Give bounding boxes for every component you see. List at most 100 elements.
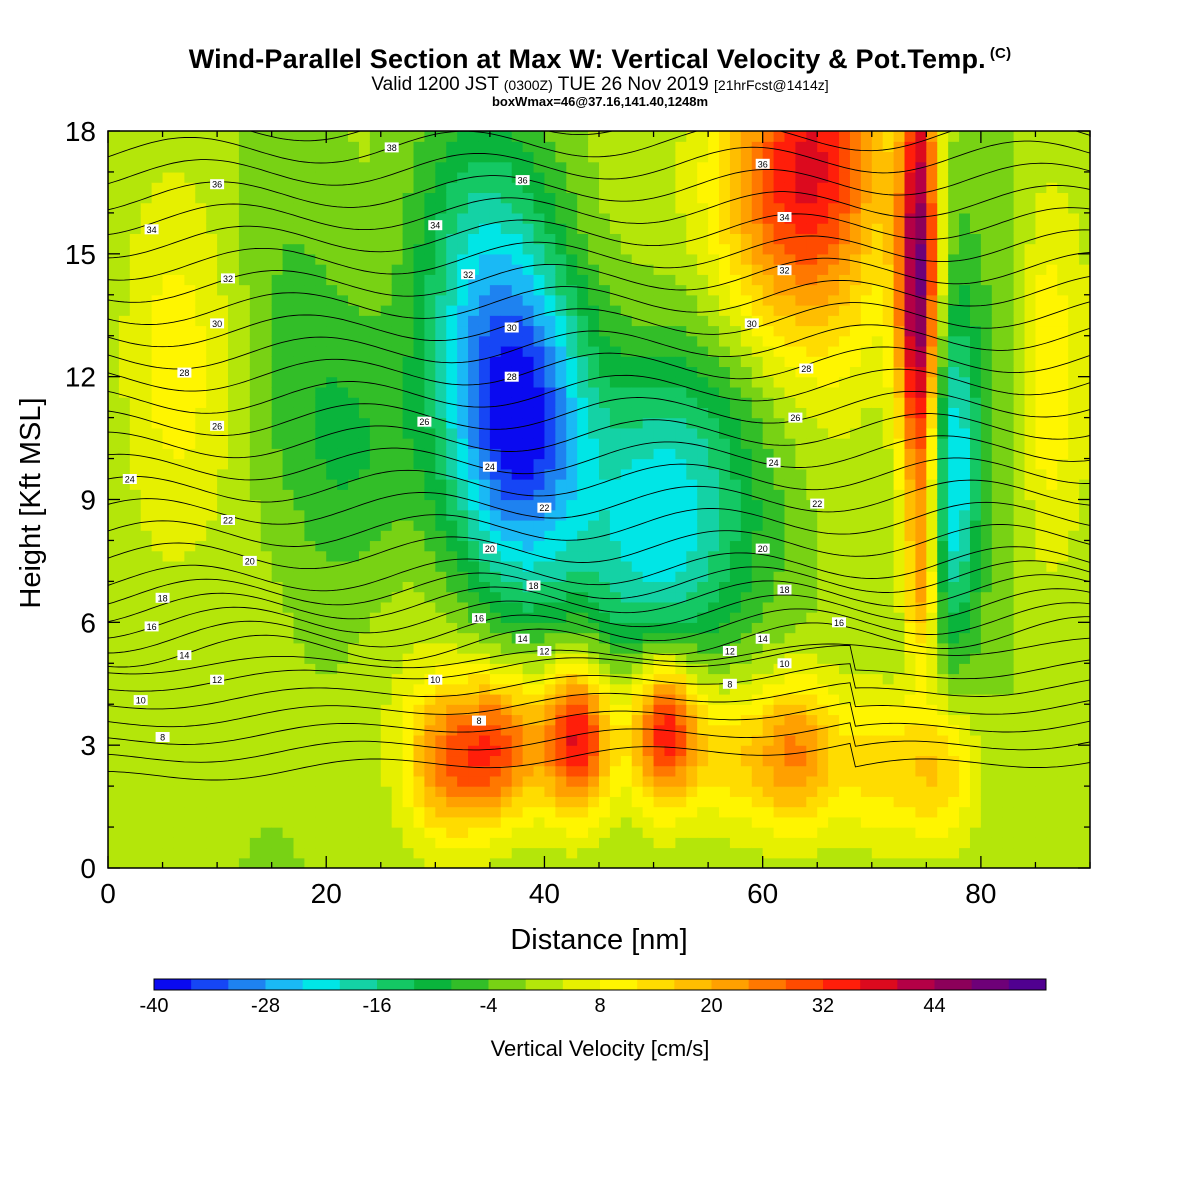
- velocity-cell: [740, 407, 753, 419]
- velocity-cell: [260, 141, 273, 153]
- velocity-cell: [740, 591, 753, 603]
- velocity-cell: [740, 765, 753, 777]
- velocity-cell: [828, 704, 840, 716]
- velocity-cell: [533, 816, 546, 828]
- velocity-cell: [358, 540, 371, 552]
- velocity-cell: [468, 673, 480, 685]
- velocity-cell: [511, 591, 524, 603]
- velocity-cell: [413, 141, 426, 153]
- velocity-cell: [173, 827, 185, 838]
- velocity-cell: [708, 857, 720, 868]
- velocity-cell: [533, 151, 546, 163]
- velocity-cell: [315, 663, 327, 675]
- velocity-cell: [140, 601, 153, 613]
- velocity-cell: [740, 131, 753, 142]
- velocity-cell: [544, 775, 556, 787]
- velocity-cell: [118, 325, 131, 337]
- velocity-cell: [839, 765, 851, 777]
- velocity-cell: [795, 653, 807, 664]
- velocity-cell: [631, 540, 644, 552]
- velocity-cell: [631, 530, 644, 542]
- velocity-cell: [675, 816, 687, 828]
- velocity-cell: [664, 386, 676, 398]
- velocity-cell: [304, 714, 316, 726]
- velocity-cell: [413, 591, 426, 603]
- velocity-cell: [806, 182, 818, 194]
- velocity-cell: [162, 837, 175, 849]
- velocity-cell: [468, 417, 480, 429]
- velocity-cell: [511, 601, 524, 613]
- velocity-cell: [217, 284, 229, 296]
- velocity-cell: [849, 765, 862, 777]
- velocity-cell: [249, 294, 262, 306]
- velocity-cell: [675, 233, 687, 245]
- velocity-cell: [839, 325, 851, 337]
- velocity-cell: [664, 857, 676, 868]
- velocity-cell: [478, 397, 491, 408]
- velocity-cell: [380, 714, 393, 726]
- velocity-cell: [446, 642, 458, 654]
- velocity-cell: [108, 366, 120, 378]
- velocity-cell: [315, 284, 327, 296]
- velocity-cell: [326, 857, 338, 868]
- velocity-cell: [697, 734, 709, 746]
- velocity-cell: [206, 827, 218, 838]
- velocity-cell: [129, 335, 142, 347]
- velocity-cell: [664, 519, 676, 531]
- velocity-cell: [260, 243, 273, 255]
- velocity-cell: [282, 397, 295, 408]
- velocity-cell: [293, 683, 305, 695]
- velocity-cell: [500, 376, 513, 388]
- velocity-cell: [118, 653, 131, 664]
- velocity-cell: [195, 294, 207, 306]
- velocity-cell: [719, 806, 731, 818]
- velocity-cell: [348, 468, 360, 480]
- velocity-cell: [151, 673, 164, 685]
- velocity-cell: [740, 734, 753, 746]
- velocity-cell: [162, 847, 175, 859]
- velocity-cell: [195, 663, 207, 675]
- velocity-cell: [631, 571, 644, 582]
- velocity-cell: [642, 397, 655, 408]
- velocity-cell: [293, 458, 305, 470]
- velocity-cell: [326, 745, 338, 757]
- velocity-cell: [729, 386, 742, 398]
- velocity-cell: [140, 448, 153, 460]
- velocity-cell: [184, 489, 196, 501]
- velocity-cell: [664, 632, 676, 644]
- velocity-cell: [555, 212, 567, 224]
- velocity-cell: [577, 294, 589, 306]
- velocity-cell: [391, 131, 404, 142]
- velocity-cell: [358, 693, 371, 705]
- velocity-cell: [729, 171, 742, 183]
- velocity-cell: [860, 827, 873, 838]
- velocity-cell: [729, 468, 742, 480]
- velocity-cell: [642, 724, 655, 736]
- velocity-cell: [675, 274, 687, 286]
- velocity-cell: [369, 530, 382, 542]
- velocity-cell: [806, 550, 818, 562]
- velocity-cell: [304, 345, 316, 357]
- velocity-cell: [249, 714, 262, 726]
- velocity-cell: [773, 305, 786, 316]
- velocity-cell: [839, 816, 851, 828]
- velocity-cell: [337, 223, 349, 234]
- velocity-cell: [457, 612, 469, 623]
- velocity-cell: [719, 540, 731, 552]
- velocity-cell: [402, 284, 415, 296]
- velocity-cell: [348, 632, 360, 644]
- velocity-cell: [446, 601, 458, 613]
- velocity-cell: [337, 775, 349, 787]
- velocity-cell: [828, 489, 840, 501]
- velocity-cell: [577, 693, 589, 705]
- velocity-cell: [293, 632, 305, 644]
- velocity-cell: [271, 356, 284, 368]
- velocity-cell: [675, 202, 687, 214]
- velocity-cell: [740, 294, 753, 306]
- velocity-cell: [599, 366, 611, 378]
- velocity-cell: [282, 724, 295, 736]
- velocity-cell: [817, 305, 829, 316]
- velocity-cell: [784, 847, 796, 859]
- velocity-cell: [500, 448, 513, 460]
- velocity-cell: [489, 755, 502, 767]
